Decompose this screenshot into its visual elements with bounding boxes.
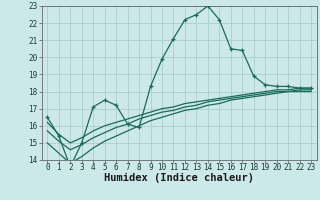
- X-axis label: Humidex (Indice chaleur): Humidex (Indice chaleur): [104, 173, 254, 183]
